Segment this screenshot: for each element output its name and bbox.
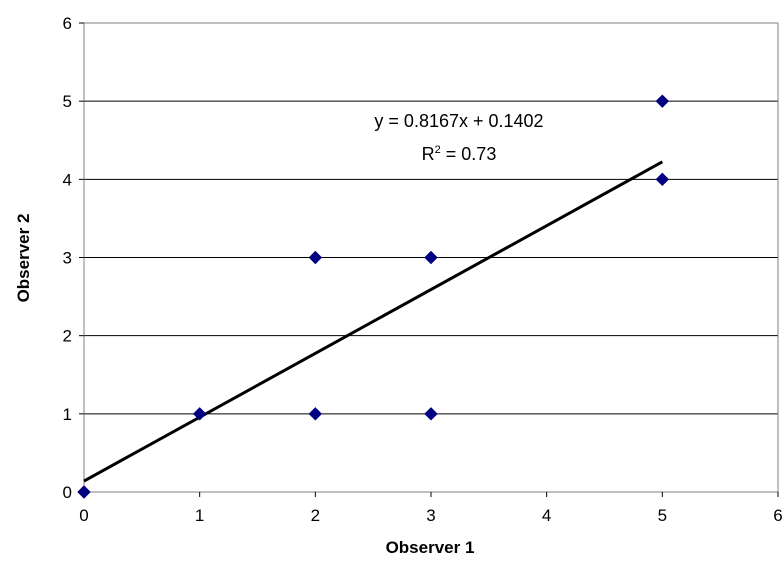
x-axis-title: Observer 1 — [386, 538, 475, 557]
r-squared-superscript: 2 — [435, 144, 441, 156]
y-tick-label: 0 — [63, 483, 72, 502]
data-point — [192, 407, 207, 421]
data-point — [655, 94, 670, 108]
y-tick-label: 6 — [63, 14, 72, 33]
data-point — [77, 485, 91, 499]
data-point — [424, 250, 438, 265]
x-axis-ticks: 0 1 2 3 4 5 6 — [79, 492, 783, 525]
r-squared-label: R2 = 0.73 — [422, 144, 497, 164]
trendline — [83, 160, 664, 483]
x-tick-label: 0 — [79, 506, 88, 525]
r-squared-value: = 0.73 — [441, 144, 497, 164]
y-tick-label: 2 — [63, 327, 72, 346]
x-tick-label: 1 — [195, 506, 204, 525]
y-tick-label: 5 — [63, 92, 72, 111]
x-tick-label: 6 — [773, 506, 782, 525]
y-axis-title: Observer 2 — [14, 214, 33, 303]
data-point — [424, 407, 438, 421]
data-point — [655, 172, 670, 187]
y-tick-label: 1 — [63, 405, 72, 424]
r-squared-prefix: R — [422, 144, 435, 164]
x-tick-label: 2 — [311, 506, 320, 525]
y-axis-ticks: 0 1 2 3 4 5 6 — [63, 14, 84, 502]
trendline-equation: y = 0.8167x + 0.1402 — [374, 111, 543, 131]
x-tick-label: 3 — [426, 506, 435, 525]
data-point — [308, 250, 323, 265]
y-tick-label: 4 — [63, 170, 72, 189]
data-points — [77, 94, 670, 499]
x-tick-label: 4 — [542, 506, 551, 525]
y-tick-label: 3 — [63, 249, 72, 268]
data-point — [308, 407, 323, 421]
x-tick-label: 5 — [658, 506, 667, 525]
